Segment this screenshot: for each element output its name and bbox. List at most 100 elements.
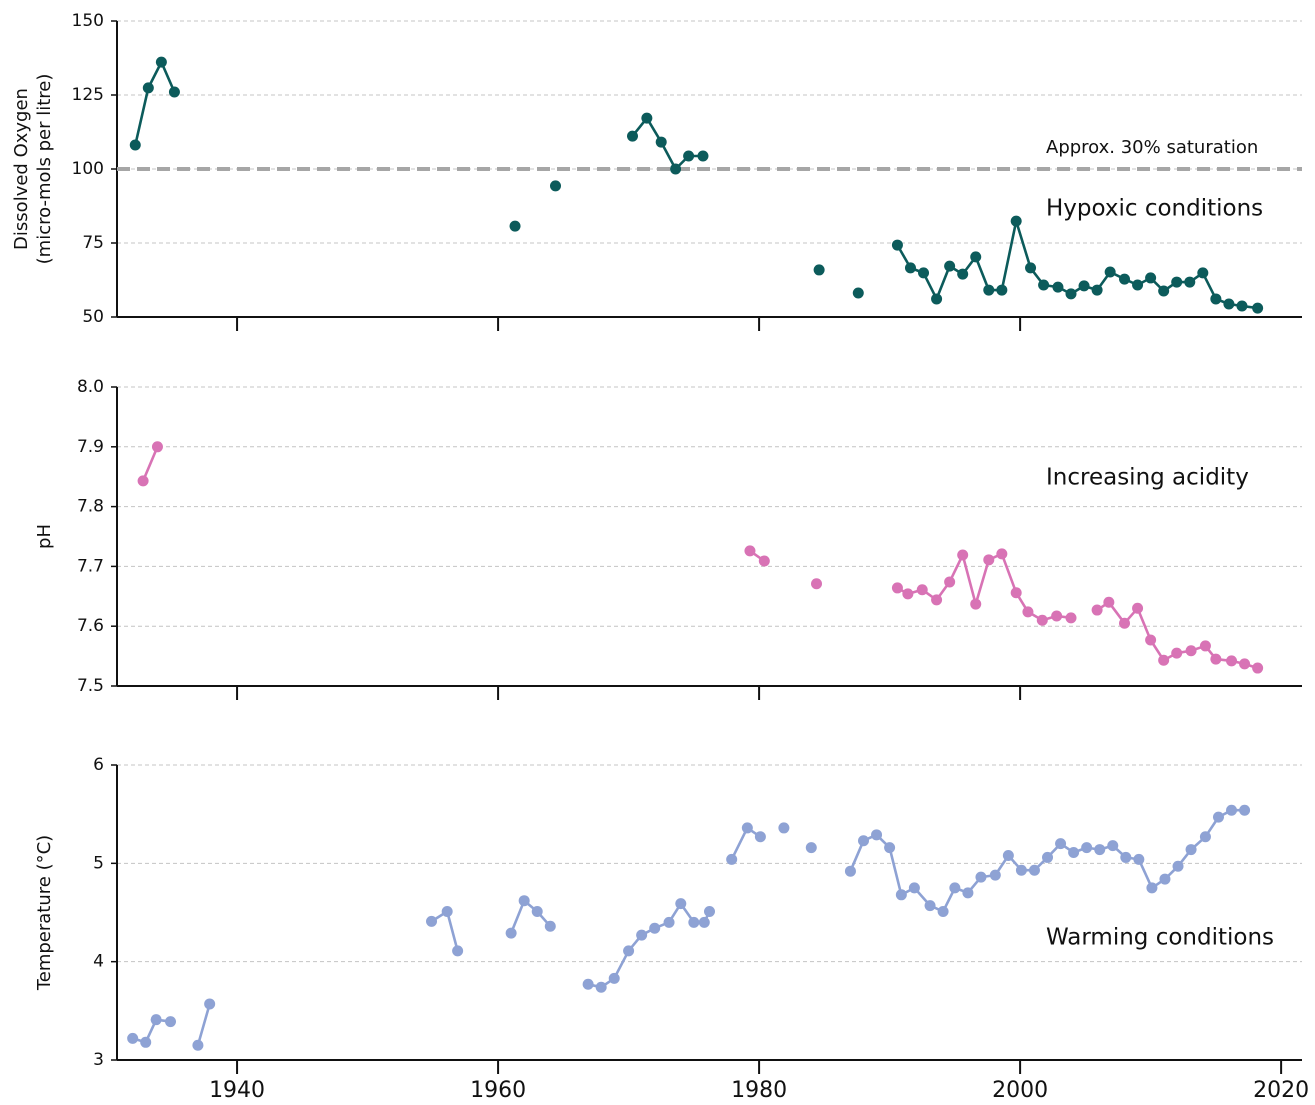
data-point — [441, 906, 453, 918]
data-point — [518, 895, 530, 907]
data-line — [134, 60, 1258, 310]
data-point — [1145, 272, 1157, 284]
data-point — [1133, 853, 1145, 865]
data-point — [1002, 849, 1014, 861]
data-point — [1212, 811, 1224, 823]
data-point — [1119, 617, 1131, 629]
data-point — [165, 1016, 177, 1028]
data-point — [1252, 302, 1264, 314]
data-point — [140, 1036, 152, 1048]
data-point — [129, 139, 141, 151]
data-point — [970, 251, 982, 263]
y-axis-label: Temperature (°C) — [34, 835, 55, 991]
data-point — [1120, 851, 1132, 863]
data-point — [1081, 842, 1093, 854]
data-point — [1028, 864, 1040, 876]
data-point — [505, 927, 517, 939]
data-point — [983, 554, 995, 566]
data-point — [1065, 288, 1077, 300]
data-point — [1185, 645, 1197, 657]
data-point — [1252, 662, 1264, 674]
data-point — [957, 268, 969, 280]
data-point — [192, 1039, 204, 1051]
data-point — [1159, 873, 1171, 885]
y-tick-label: 50 — [82, 307, 104, 327]
data-point — [891, 582, 903, 594]
data-point — [902, 588, 914, 600]
data-point — [996, 284, 1008, 296]
data-point — [142, 82, 154, 94]
y-tick-label: 125 — [72, 85, 104, 105]
data-point — [1010, 215, 1022, 227]
data-point — [944, 576, 956, 588]
data-point — [1158, 285, 1170, 297]
data-point — [813, 264, 825, 276]
data-point — [844, 865, 856, 877]
data-point — [1042, 851, 1054, 863]
annotation: Increasing acidity — [1046, 465, 1249, 491]
data-point — [675, 898, 687, 910]
data-point — [931, 293, 943, 305]
data-point — [649, 922, 661, 934]
data-point — [1236, 300, 1248, 312]
data-point — [1036, 614, 1048, 626]
data-point — [1038, 279, 1050, 291]
data-point — [1132, 279, 1144, 291]
y-tick-label: 6 — [93, 755, 104, 775]
y-tick-label: 7.5 — [77, 676, 104, 696]
data-point — [452, 945, 464, 957]
data-point — [1197, 267, 1209, 279]
data-point — [1172, 860, 1184, 872]
data-point — [758, 555, 770, 567]
data-point — [983, 284, 995, 296]
x-tick-label: 1940 — [209, 1078, 265, 1103]
y-axis-label: pH — [34, 524, 55, 549]
data-point — [989, 869, 1001, 881]
data-point — [1091, 604, 1103, 616]
annotation: Warming conditions — [1046, 925, 1274, 951]
y-tick-label: 4 — [93, 952, 104, 972]
data-point — [137, 475, 149, 487]
y-tick-label: 150 — [72, 11, 104, 31]
data-point — [884, 842, 896, 854]
data-point — [704, 906, 715, 918]
data-point — [1171, 647, 1183, 659]
y-tick-label: 100 — [72, 159, 104, 179]
data-point — [811, 578, 823, 590]
data-point — [975, 871, 987, 883]
data-point — [908, 882, 920, 894]
annotation: Hypoxic conditions — [1046, 196, 1263, 222]
data-point — [852, 287, 864, 299]
data-point — [1132, 602, 1144, 614]
data-point — [641, 112, 653, 124]
y-tick-label: 7.8 — [77, 497, 104, 517]
y-tick-label: 3 — [93, 1050, 104, 1070]
data-point — [1184, 276, 1196, 288]
data-point — [1094, 844, 1106, 856]
data-point — [636, 929, 648, 941]
data-point — [1199, 831, 1211, 843]
data-point — [150, 1014, 162, 1026]
y-tick-label: 75 — [82, 233, 104, 253]
data-point — [1103, 596, 1115, 608]
data-point — [1146, 882, 1158, 894]
data-point — [608, 972, 620, 984]
data-point — [962, 887, 974, 899]
data-point — [1104, 266, 1116, 278]
y-tick-label: 7.7 — [77, 556, 104, 576]
data-point — [1185, 844, 1197, 856]
data-point — [1226, 804, 1238, 816]
data-point — [744, 545, 756, 557]
data-point — [204, 998, 216, 1010]
data-point — [891, 239, 903, 251]
y-tick-label: 7.9 — [77, 437, 104, 457]
data-point — [582, 978, 594, 990]
data-point — [895, 889, 907, 901]
data-point — [741, 822, 753, 834]
data-point — [127, 1032, 139, 1044]
data-point — [957, 549, 969, 561]
y-tick-label: 5 — [93, 853, 104, 873]
data-point — [1010, 587, 1022, 599]
